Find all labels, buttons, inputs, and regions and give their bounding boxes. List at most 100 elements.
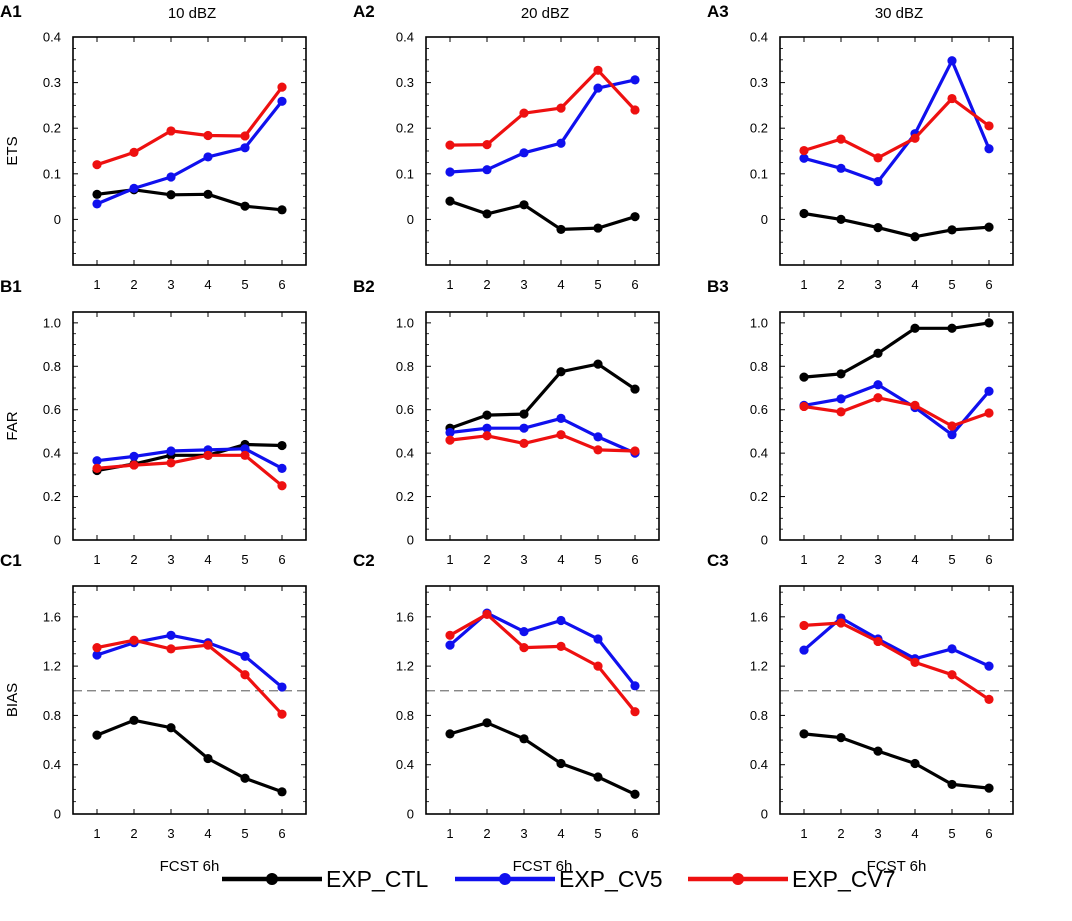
data-point	[129, 635, 139, 645]
data-point	[556, 367, 566, 377]
x-tick-label: 2	[483, 552, 490, 567]
x-tick-label: 2	[130, 277, 137, 292]
series-line	[449, 612, 637, 713]
data-point	[593, 634, 603, 644]
y-tick-label: 0.2	[43, 121, 61, 136]
series-line	[449, 721, 636, 796]
y-tick-label: 1.2	[750, 659, 768, 674]
x-tick-label: 3	[874, 826, 881, 841]
y-tick-label: 0.1	[43, 166, 61, 181]
data-point	[873, 393, 883, 403]
data-point	[836, 163, 846, 173]
x-tick-label: 6	[278, 277, 285, 292]
plot-frame	[72, 36, 307, 266]
x-tick-label: 5	[594, 552, 601, 567]
data-point	[947, 56, 957, 66]
series-line	[803, 396, 990, 428]
data-point	[799, 401, 809, 412]
series-line	[96, 447, 283, 470]
data-point	[166, 446, 176, 456]
data-point	[593, 83, 603, 93]
data-point	[166, 126, 176, 136]
y-tick-label: 0.6	[43, 402, 61, 417]
series-line	[803, 96, 990, 160]
data-point	[556, 413, 566, 423]
series-line	[803, 59, 991, 184]
x-tick-label: 5	[594, 277, 601, 292]
x-tick-label: 4	[204, 277, 211, 292]
x-tick-label: 6	[278, 552, 285, 567]
data-point	[947, 430, 957, 440]
series-EXP_CV5	[799, 56, 994, 187]
x-tick-label: 2	[837, 277, 844, 292]
data-point	[277, 82, 287, 92]
series-EXP_CV7	[92, 635, 287, 719]
data-point	[873, 153, 883, 163]
y-tick-label: 0.8	[43, 708, 61, 723]
x-tick-label: 4	[204, 826, 211, 841]
panel-B1: B1 0 0.2 0.4 0.6 0.8 1.0 FAR 1 2 3 4 5 6	[0, 277, 307, 567]
series-EXP_CTL	[445, 196, 640, 235]
series-line	[803, 383, 991, 437]
y-tick-label: 0.3	[396, 75, 414, 90]
legend-label: EXP_CTL	[326, 866, 428, 892]
x-tick-label: 1	[446, 826, 453, 841]
series-line	[96, 86, 284, 167]
series-line	[96, 638, 284, 716]
series-EXP_CV7	[799, 618, 994, 704]
data-point	[799, 145, 809, 156]
data-point	[92, 463, 102, 473]
data-point	[984, 121, 994, 131]
series-line	[96, 633, 284, 689]
data-point	[984, 222, 994, 232]
series-line	[449, 362, 636, 430]
y-tick-label: 1.0	[43, 315, 61, 330]
x-tick-label: 6	[278, 826, 285, 841]
y-tick-label: 0.4	[396, 30, 414, 45]
data-point	[836, 134, 846, 144]
y-tick-label: 1.0	[750, 315, 768, 330]
data-point	[203, 152, 213, 162]
data-point	[445, 640, 455, 650]
data-point	[166, 458, 176, 468]
data-point	[92, 643, 102, 653]
data-point	[482, 609, 492, 619]
plot-frame	[779, 36, 1014, 266]
y-tick-label: 1.2	[396, 659, 414, 674]
data-point	[630, 75, 640, 85]
series-line	[96, 100, 284, 206]
y-tick-label: 1.6	[43, 609, 61, 624]
x-tick-label: 1	[800, 277, 807, 292]
data-point	[240, 670, 250, 680]
data-point	[277, 205, 287, 215]
data-point	[519, 148, 529, 158]
data-point	[92, 160, 102, 170]
data-point	[593, 445, 603, 455]
data-point	[947, 93, 957, 104]
y-tick-label: 0.6	[396, 402, 414, 417]
y-tick-label: 0.2	[750, 489, 768, 504]
plot-frame	[779, 585, 1014, 815]
y-tick-label: 0.8	[396, 359, 414, 374]
x-tick-label: 5	[594, 826, 601, 841]
series-EXP_CTL	[445, 718, 640, 799]
data-point	[277, 96, 287, 106]
data-point	[92, 199, 102, 209]
y-tick-label: 0	[761, 807, 768, 822]
data-point	[240, 444, 250, 454]
y-tick-label: 0.8	[750, 708, 768, 723]
series-EXP_CV7	[445, 430, 640, 456]
data-point	[166, 190, 176, 200]
series-line	[449, 433, 636, 453]
y-tick-label: 0	[54, 533, 61, 548]
x-tick-label: 2	[837, 826, 844, 841]
data-point	[947, 644, 957, 654]
x-tick-label: 1	[446, 277, 453, 292]
data-point	[129, 147, 139, 157]
y-tick-label: 0	[54, 807, 61, 822]
data-point	[277, 481, 287, 491]
series-line	[803, 211, 990, 239]
series-EXP_CV5	[445, 75, 640, 177]
data-point	[910, 133, 920, 143]
